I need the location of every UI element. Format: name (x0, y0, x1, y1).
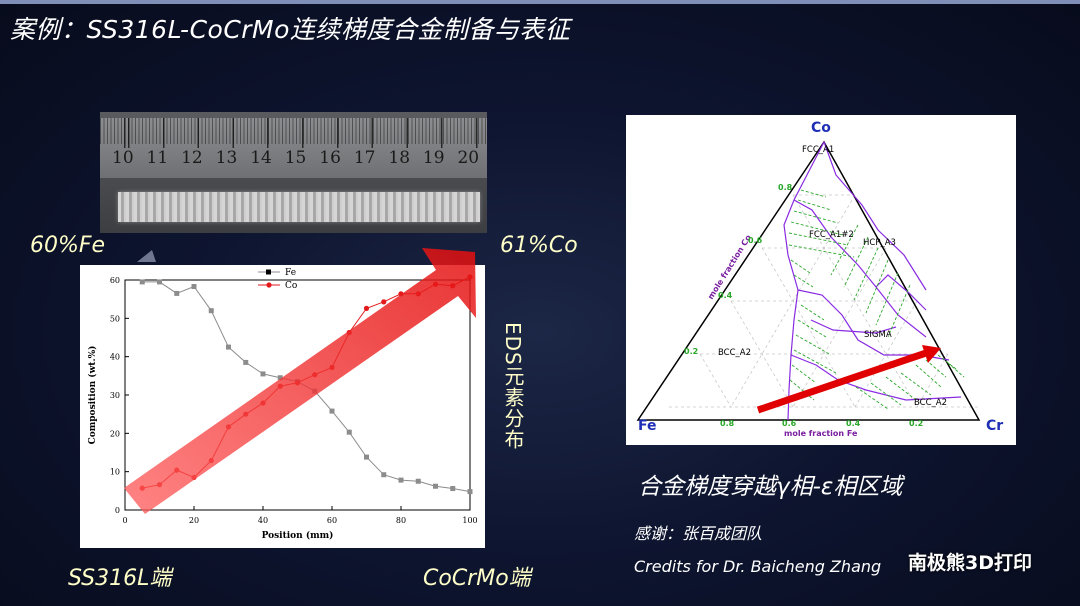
x-tick-label: 0 (122, 516, 127, 525)
x-tick-label: 40 (258, 516, 268, 525)
point-fe (243, 359, 249, 365)
ruler: 10 11 12 13 14 15 16 17 18 19 20 (100, 118, 487, 178)
ruler-number: 20 (457, 148, 480, 168)
fe-start-marker (137, 250, 156, 262)
svg-text:0.2: 0.2 (909, 419, 923, 428)
label-61-co: 61%Co (500, 233, 578, 258)
y-tick-label: 0 (115, 506, 120, 515)
ruler-number: 12 (181, 148, 203, 168)
label-ss316l-end: SS316L端 (68, 566, 172, 591)
credits-text: Credits for Dr. Baicheng Zhang (634, 557, 882, 576)
point-fe (277, 375, 283, 381)
point-co (363, 305, 370, 311)
legend-marker (266, 282, 272, 288)
ternary-svg: Co Fe Cr FCC_A1 FCC_A1#2 HCP_A3 SIGMA BC… (636, 120, 1003, 438)
ruler-number: 14 (250, 148, 272, 168)
point-fe (174, 290, 180, 296)
point-fe (433, 483, 438, 489)
label-60-fe: 60%Fe (30, 233, 106, 258)
svg-text:0.2: 0.2 (684, 347, 698, 356)
ruler-number: 17 (353, 148, 376, 168)
y-tick-label: 30 (110, 391, 120, 400)
eds-label: EDS元素分布 (501, 322, 525, 450)
svg-text:0.6: 0.6 (782, 419, 797, 428)
x-tick-label: 80 (396, 516, 406, 525)
point-fe (450, 486, 456, 492)
legend-label: Fe (285, 268, 296, 278)
point-fe (157, 279, 162, 285)
point-fe (139, 279, 145, 285)
svg-text:0.6: 0.6 (748, 236, 763, 245)
vertex-cr: Cr (986, 418, 1003, 434)
legend-label: Co (285, 281, 297, 291)
point-fe (346, 429, 352, 435)
phase-fcc-a1-2: FCC_A1#2 (809, 230, 854, 240)
thanks-text: 感谢：张百成团队 (634, 524, 763, 543)
point-fe (226, 344, 231, 350)
y-tick-label: 20 (110, 429, 120, 438)
svg-text:0.8: 0.8 (720, 419, 735, 428)
y-tick-label: 50 (110, 314, 120, 323)
x-axis-label: Position (mm) (262, 530, 334, 541)
sample-photo: 10 11 12 13 14 15 16 17 18 19 20 (100, 112, 487, 233)
ternary-red-arrow (756, 348, 931, 414)
point-fe (191, 284, 197, 290)
point-fe (415, 478, 421, 484)
x-tick-label: 60 (327, 516, 337, 525)
ruler-number: 15 (284, 148, 307, 168)
ruler-numbers: 10 11 12 13 14 15 16 17 18 19 20 (112, 148, 487, 168)
svg-text:0.4: 0.4 (846, 419, 861, 428)
phase-hcp-a3: HCP_A3 (863, 238, 896, 248)
ternary-phase-diagram: Co Fe Cr FCC_A1 FCC_A1#2 HCP_A3 SIGMA BC… (626, 115, 1016, 445)
point-fe (364, 454, 369, 460)
axis-mole-fraction-fe: mole fraction Fe (784, 429, 858, 438)
label-cocrmo-end: CoCrMo端 (423, 566, 531, 591)
y-axis-label: Composition (wt.%) (87, 346, 98, 445)
legend-marker (266, 269, 271, 275)
ruler-number: 19 (422, 148, 445, 168)
phase-bcc-a2-left: BCC_A2 (718, 348, 751, 358)
ruler-number: 11 (146, 148, 169, 168)
vertex-co: Co (811, 120, 831, 136)
point-fe (208, 308, 214, 314)
point-fe (381, 472, 387, 478)
y-tick-label: 60 (110, 276, 120, 285)
x-tick-label: 100 (462, 516, 477, 525)
point-fe (398, 477, 404, 483)
point-fe (329, 408, 335, 414)
ternary-triangle (636, 140, 981, 421)
y-tick-label: 10 (110, 468, 120, 477)
point-fe (260, 371, 266, 377)
point-fe (467, 489, 473, 495)
ruler-number: 18 (388, 148, 411, 168)
caption-gamma-epsilon: 合金梯度穿越γ相-ε相区域 (638, 474, 903, 500)
phase-fcc-a1: FCC_A1 (802, 145, 834, 155)
gradient-arrow (124, 248, 476, 514)
vertex-fe: Fe (638, 418, 657, 434)
ruler-number: 10 (112, 148, 134, 168)
phase-sigma: SIGMA (864, 330, 892, 340)
gradient-alloy-sample (118, 192, 480, 222)
ruler-number: 13 (215, 148, 238, 168)
brand-watermark: 南极熊3D打印 (908, 552, 1032, 574)
point-co (381, 299, 387, 305)
top-accent-bar (0, 0, 1080, 4)
ruler-number: 16 (319, 148, 341, 168)
svg-text:0.8: 0.8 (778, 183, 793, 192)
slide-title: 案例：SS316L-CoCrMo连续梯度合金制备与表征 (10, 15, 571, 44)
x-tick-label: 20 (189, 516, 199, 525)
y-tick-label: 40 (110, 353, 120, 362)
phase-bcc-a2-right: BCC_A2 (914, 398, 947, 408)
svg-text:0.4: 0.4 (718, 291, 733, 300)
